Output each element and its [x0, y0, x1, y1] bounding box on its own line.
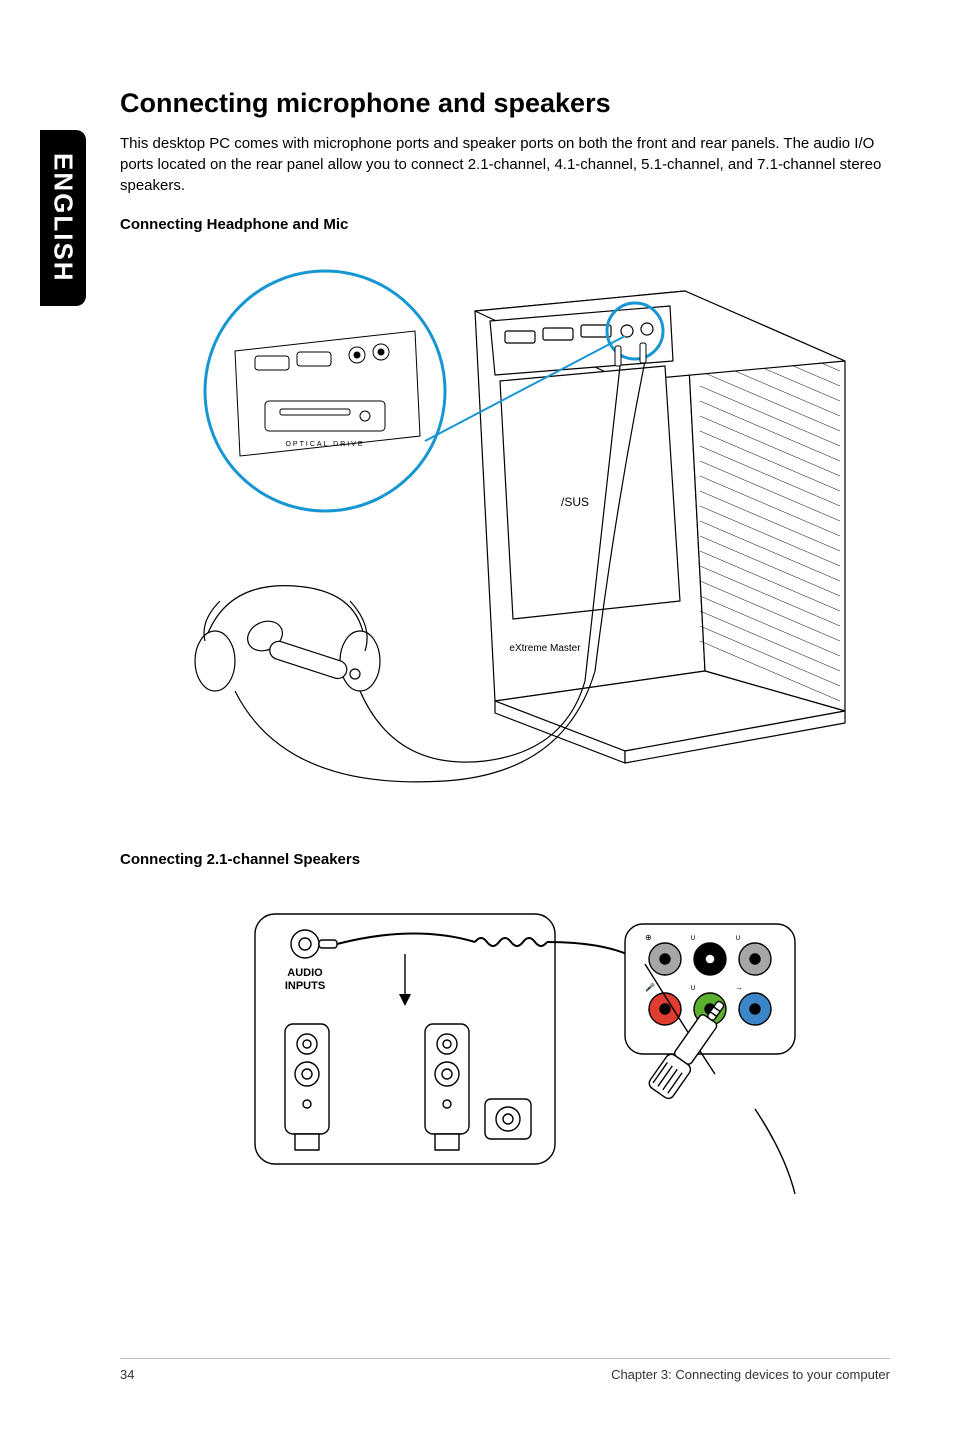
svg-text:∪: ∪ — [735, 933, 741, 942]
svg-text:INPUTS: INPUTS — [285, 980, 325, 992]
svg-text:eXtreme Master: eXtreme Master — [509, 643, 581, 654]
intro-paragraph: This desktop PC comes with microphone po… — [120, 133, 890, 196]
page-footer: 34 Chapter 3: Connecting devices to your… — [120, 1358, 890, 1382]
svg-text:🎤: 🎤 — [645, 982, 655, 992]
page-title: Connecting microphone and speakers — [120, 88, 890, 119]
page-number: 34 — [120, 1367, 134, 1382]
svg-text:→: → — [735, 983, 743, 992]
language-tab-text: ENGLISH — [48, 153, 79, 283]
callout-circle — [205, 271, 445, 511]
speakers-2-1-illustration: AUDIO INPUTS — [195, 894, 815, 1214]
chapter-label: Chapter 3: Connecting devices to your co… — [611, 1367, 890, 1382]
figure-2-1-speakers: AUDIO INPUTS — [120, 894, 890, 1214]
svg-text:⊕: ⊕ — [645, 933, 652, 942]
subheading-headphone-mic: Connecting Headphone and Mic — [120, 216, 890, 233]
svg-text:AUDIO: AUDIO — [287, 967, 323, 979]
figure-headphone-mic: /SUS eXtreme Master — [120, 251, 890, 811]
svg-text:∪: ∪ — [690, 983, 696, 992]
subheading-2-1-speakers: Connecting 2.1-channel Speakers — [120, 851, 890, 868]
page-content: Connecting microphone and speakers This … — [120, 88, 890, 1254]
pc-headphone-mic-illustration: /SUS eXtreme Master — [145, 251, 865, 811]
svg-text:∪: ∪ — [690, 933, 696, 942]
svg-text:/SUS: /SUS — [561, 495, 589, 509]
language-tab: ENGLISH — [40, 130, 86, 306]
svg-text:OPTICAL DRIVE: OPTICAL DRIVE — [285, 441, 364, 448]
